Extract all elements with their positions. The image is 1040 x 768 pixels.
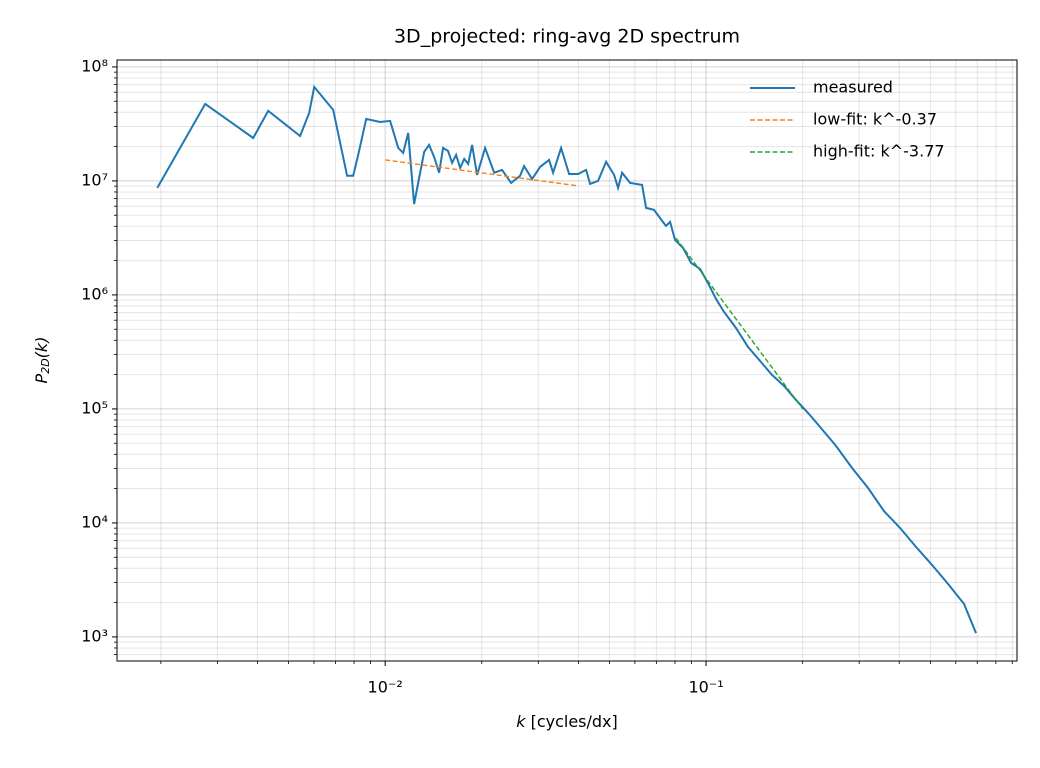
x-tick-label: 10⁻¹ (688, 678, 723, 697)
y-axis-label-tail: (k) (32, 337, 51, 359)
x-axis-label: k [cycles/dx] (516, 712, 618, 731)
legend-label: measured (813, 78, 893, 97)
plot-frame (116, 59, 1018, 662)
legend-label: low-fit: k^-0.37 (813, 110, 937, 129)
x-axis-label-unit: [cycles/dx] (525, 712, 617, 731)
series-line (156, 84, 977, 634)
y-tick-label: 10⁸ (81, 56, 108, 75)
y-tick-label: 10⁴ (81, 512, 108, 531)
y-tick-label: 10⁶ (81, 284, 108, 303)
y-tick-label: 10³ (81, 626, 108, 645)
legend-label: high-fit: k^-3.77 (813, 142, 945, 161)
y-tick-label: 10⁷ (81, 170, 108, 189)
x-tick-label: 10⁻² (368, 678, 403, 697)
y-axis-label: P2D(k) (32, 337, 53, 384)
y-axis-label-base: P (32, 373, 51, 383)
y-tick-label: 10⁵ (81, 398, 108, 417)
x-axis-label-var: k (516, 712, 526, 731)
series-line (675, 237, 804, 410)
chart-title: 3D_projected: ring-avg 2D spectrum (394, 26, 740, 48)
y-axis-label-sub: 2D (39, 358, 52, 373)
series-line (385, 159, 579, 187)
